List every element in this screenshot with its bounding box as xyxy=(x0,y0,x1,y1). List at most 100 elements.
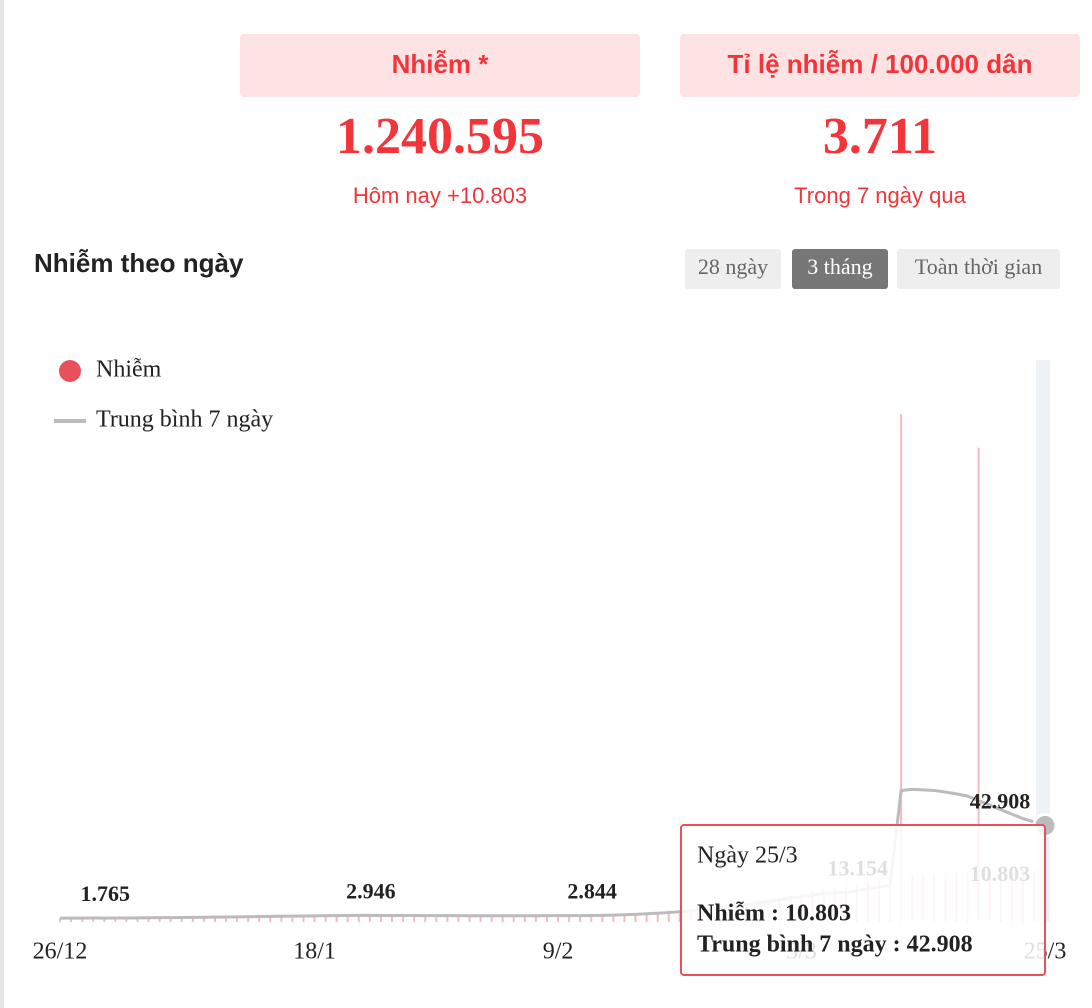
bar xyxy=(368,915,371,922)
button-label[interactable]: 28 ngày xyxy=(698,254,768,279)
bar xyxy=(125,917,128,922)
bar xyxy=(335,915,338,922)
tooltip-line: Nhiễm : 10.803 xyxy=(697,901,851,927)
range-button[interactable]: 3 tháng xyxy=(792,249,888,289)
bar xyxy=(59,918,61,922)
x-tick-label: 26/12 xyxy=(33,939,88,965)
bar xyxy=(247,916,250,922)
bar xyxy=(302,915,305,922)
card-note: Hôm nay +10.803 xyxy=(353,183,527,208)
bar xyxy=(191,917,194,922)
bar xyxy=(70,918,73,922)
button-label[interactable]: 3 tháng xyxy=(807,254,872,279)
bar xyxy=(81,917,84,922)
bar xyxy=(590,914,593,922)
bar xyxy=(656,911,659,922)
button-bg[interactable] xyxy=(685,249,781,289)
bar xyxy=(579,915,582,922)
bar xyxy=(512,915,515,922)
x-tick-label: 9/2 xyxy=(543,939,574,965)
bar xyxy=(291,915,294,922)
range-button[interactable]: 28 ngày xyxy=(685,249,781,289)
bar xyxy=(568,915,571,922)
bar xyxy=(977,447,980,922)
bar xyxy=(391,915,394,922)
card-title: Tỉ lệ nhiễm / 100.000 dân xyxy=(728,49,1033,79)
bar xyxy=(457,915,460,922)
button-label[interactable]: Toàn thời gian xyxy=(915,254,1042,279)
tooltip-title: Ngày 25/3 xyxy=(697,843,798,869)
plot: 26/1218/19/23/325/310.8031.7652.9462.844… xyxy=(33,360,1066,976)
value-label: 2.946 xyxy=(346,878,396,903)
bar xyxy=(92,918,95,922)
bar xyxy=(158,917,161,922)
legend-label: Trung bình 7 ngày xyxy=(96,407,273,433)
range-button[interactable]: Toàn thời gian xyxy=(897,249,1060,289)
value-label: 2.844 xyxy=(567,879,617,904)
bar xyxy=(557,915,560,922)
bar xyxy=(169,917,172,922)
bar xyxy=(114,917,117,922)
range-buttons: 28 ngày 3 tháng Toàn thời gian xyxy=(685,249,1060,289)
legend-label: Nhiễm xyxy=(96,357,162,383)
legend-swatch xyxy=(59,360,81,382)
bar xyxy=(213,916,216,922)
card-note: Trong 7 ngày qua xyxy=(794,183,966,208)
bar xyxy=(468,916,471,922)
value-label: 42.908 xyxy=(970,789,1031,814)
bar xyxy=(645,912,648,922)
value-label: 1.765 xyxy=(80,881,130,906)
bar xyxy=(379,915,382,922)
button-bg[interactable] xyxy=(792,249,888,289)
card-header xyxy=(680,34,1080,97)
bar xyxy=(534,915,537,922)
bar xyxy=(258,916,261,922)
bar xyxy=(313,915,316,922)
bar xyxy=(324,915,327,922)
section-title: Nhiễm theo ngày xyxy=(34,248,244,278)
bar xyxy=(180,917,183,922)
bar xyxy=(346,915,349,922)
card-title: Nhiễm * xyxy=(392,49,490,79)
bar xyxy=(479,915,482,922)
hover-band xyxy=(1036,360,1050,922)
bar xyxy=(357,915,360,922)
bar xyxy=(634,913,637,922)
bar xyxy=(446,915,449,922)
bar xyxy=(280,915,283,922)
legend: Nhiễm Trung bình 7 ngày xyxy=(54,357,273,433)
bar xyxy=(623,913,626,922)
bar xyxy=(136,917,139,922)
bar xyxy=(545,915,548,922)
tooltip-box xyxy=(680,824,1046,976)
card-value: 1.240.595 xyxy=(336,108,544,165)
bar xyxy=(900,413,903,922)
bar xyxy=(501,915,504,922)
tooltip-line: Trung bình 7 ngày : 42.908 xyxy=(697,932,973,958)
bar xyxy=(103,918,106,922)
bar xyxy=(601,914,604,922)
button-bg[interactable] xyxy=(897,249,1060,289)
x-tick-label: 18/1 xyxy=(293,939,336,965)
bar xyxy=(225,916,228,922)
bar xyxy=(424,915,427,922)
bar xyxy=(402,915,405,922)
bar xyxy=(269,916,272,922)
bar xyxy=(236,916,239,922)
bar xyxy=(490,915,493,922)
tooltip: Ngày 25/3 Nhiễm : 10.803 Trung bình 7 ngày… xyxy=(680,824,1046,976)
bar xyxy=(435,915,438,922)
bar xyxy=(678,909,681,922)
bar xyxy=(523,915,526,922)
bar xyxy=(147,917,150,922)
bar xyxy=(413,915,416,922)
left-border xyxy=(0,0,4,1008)
bar xyxy=(202,916,205,922)
bar xyxy=(612,914,615,922)
bar xyxy=(667,910,670,922)
card-value: 3.711 xyxy=(823,108,937,165)
card-header xyxy=(240,34,640,97)
